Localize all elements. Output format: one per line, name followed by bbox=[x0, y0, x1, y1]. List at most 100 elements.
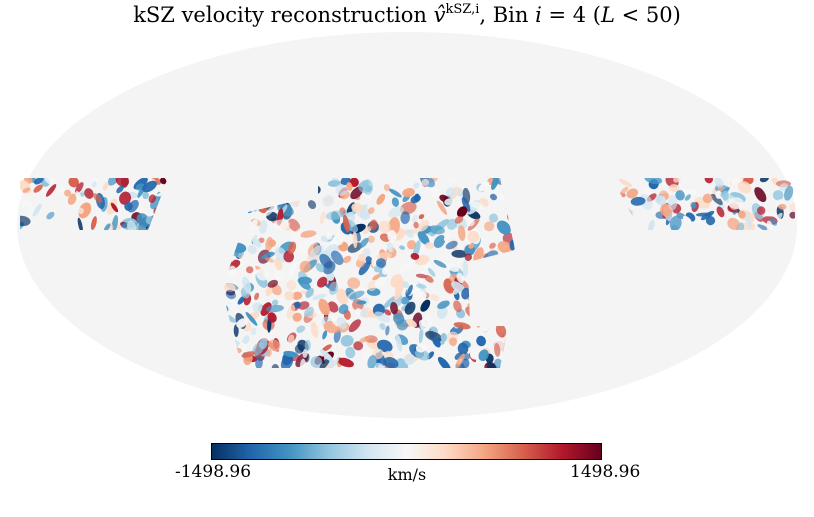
velocity-blob bbox=[457, 225, 466, 241]
velocity-blob bbox=[754, 187, 767, 203]
velocity-blob bbox=[377, 339, 393, 353]
velocity-blob bbox=[451, 249, 468, 258]
velocity-blob bbox=[443, 231, 451, 241]
velocity-blob bbox=[261, 329, 273, 341]
velocity-blob bbox=[495, 323, 507, 338]
velocity-blob bbox=[306, 235, 322, 246]
velocity-blob bbox=[399, 201, 417, 215]
velocity-blob bbox=[356, 210, 368, 218]
velocity-blob bbox=[418, 319, 427, 331]
colorbar-unit-label: km/s bbox=[387, 465, 427, 484]
velocity-blob bbox=[288, 261, 298, 277]
velocity-blob bbox=[440, 332, 447, 342]
velocity-blob bbox=[436, 305, 448, 319]
velocity-blob bbox=[32, 203, 42, 217]
velocity-blob bbox=[362, 248, 371, 257]
velocity-blob bbox=[260, 251, 274, 260]
velocity-blob bbox=[413, 182, 420, 189]
velocity-blob bbox=[720, 190, 728, 197]
velocity-blob bbox=[357, 253, 367, 262]
velocity-blob bbox=[241, 351, 256, 358]
velocity-blob bbox=[272, 219, 290, 230]
velocity-blob bbox=[271, 364, 280, 368]
velocity-blob bbox=[318, 298, 330, 316]
velocity-blob bbox=[424, 274, 434, 283]
velocity-blob bbox=[727, 217, 740, 230]
velocity-blob bbox=[315, 263, 325, 273]
velocity-blob bbox=[489, 242, 496, 250]
velocity-blob bbox=[411, 215, 418, 223]
velocity-blob bbox=[789, 203, 795, 212]
velocity-blob bbox=[107, 178, 121, 186]
velocity-blob bbox=[284, 290, 295, 301]
velocity-blob bbox=[383, 357, 399, 368]
velocity-blob bbox=[312, 293, 327, 301]
velocity-blob bbox=[142, 191, 149, 200]
velocity-blob bbox=[258, 338, 268, 350]
velocity-blob bbox=[420, 299, 431, 312]
velocity-blob bbox=[644, 178, 663, 185]
colorbar-max-label: 1498.96 bbox=[570, 462, 641, 482]
velocity-blob bbox=[391, 197, 400, 207]
velocity-blob bbox=[246, 266, 254, 274]
velocity-blob bbox=[67, 193, 77, 205]
velocity-blob bbox=[461, 287, 470, 300]
velocity-blob bbox=[346, 182, 353, 191]
velocity-blob bbox=[456, 206, 468, 218]
velocity-blob bbox=[271, 299, 279, 306]
velocity-blob bbox=[493, 358, 504, 368]
velocity-blob bbox=[224, 283, 236, 292]
velocity-blob bbox=[465, 218, 475, 227]
velocity-blob bbox=[382, 268, 389, 275]
velocity-blob bbox=[159, 178, 167, 185]
velocity-blob bbox=[668, 184, 680, 192]
velocity-blob bbox=[349, 290, 365, 300]
velocity-blob bbox=[297, 301, 310, 310]
velocity-blob bbox=[415, 283, 427, 289]
velocity-blob bbox=[756, 206, 766, 215]
velocity-blob bbox=[393, 312, 405, 325]
velocity-blob bbox=[496, 220, 511, 235]
velocity-blob bbox=[385, 325, 390, 336]
velocity-blob bbox=[348, 319, 361, 333]
velocity-blob bbox=[695, 212, 712, 217]
velocity-blob bbox=[418, 219, 430, 232]
velocity-blob bbox=[478, 349, 489, 361]
velocity-blob bbox=[415, 343, 427, 353]
velocity-blob bbox=[626, 188, 639, 199]
velocity-blob bbox=[266, 348, 272, 357]
velocity-blob bbox=[345, 346, 356, 359]
velocity-blob bbox=[425, 242, 435, 249]
velocity-blob bbox=[286, 280, 297, 291]
velocity-blob bbox=[84, 188, 94, 199]
velocity-blob bbox=[410, 252, 420, 260]
velocity-blob bbox=[22, 187, 31, 193]
velocity-blob bbox=[715, 190, 722, 199]
velocity-blob bbox=[759, 178, 769, 183]
velocity-blob bbox=[254, 292, 260, 301]
velocity-blob bbox=[421, 178, 430, 187]
velocity-blob bbox=[116, 185, 124, 194]
velocity-blob bbox=[136, 213, 150, 228]
velocity-blob bbox=[690, 202, 697, 209]
velocity-blob bbox=[413, 221, 419, 229]
velocity-blob bbox=[307, 200, 317, 210]
velocity-blob bbox=[68, 178, 79, 188]
velocity-blob bbox=[288, 241, 297, 254]
velocity-blob bbox=[362, 179, 374, 195]
velocity-blob bbox=[264, 288, 273, 296]
velocity-blob bbox=[437, 356, 451, 368]
velocity-blob bbox=[322, 330, 328, 340]
velocity-blob bbox=[741, 221, 756, 232]
velocity-blob bbox=[242, 276, 252, 294]
velocity-blob bbox=[287, 334, 295, 344]
velocity-blob bbox=[327, 301, 339, 313]
velocity-blob bbox=[249, 219, 258, 231]
velocity-blob bbox=[267, 239, 276, 248]
velocity-blob bbox=[46, 211, 55, 220]
velocity-blob bbox=[288, 218, 301, 232]
velocity-blob bbox=[324, 197, 332, 204]
velocity-blob bbox=[336, 316, 347, 330]
velocity-blob bbox=[256, 268, 269, 281]
velocity-blob bbox=[102, 182, 109, 191]
